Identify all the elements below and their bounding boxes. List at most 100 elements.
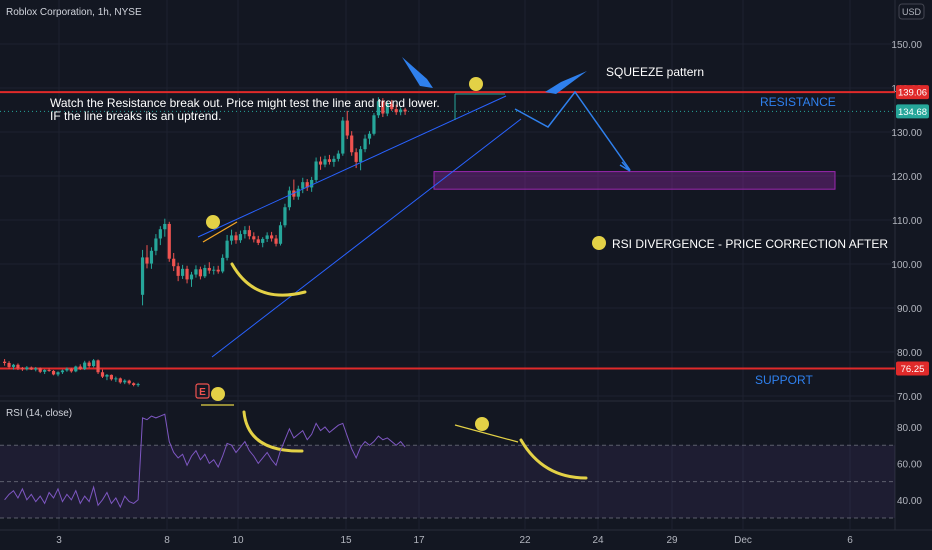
currency-button[interactable]: USD xyxy=(898,3,925,20)
price-tick-label: 110.00 xyxy=(892,216,922,227)
candle xyxy=(390,103,394,110)
support-label: SUPPORT xyxy=(755,373,813,387)
candle xyxy=(158,229,162,239)
candle xyxy=(310,179,314,188)
support-line-price-label: 76.25 xyxy=(901,364,925,375)
candle xyxy=(243,230,247,235)
rsi-divergence-dot-icon xyxy=(592,236,606,250)
marker-circle-icon xyxy=(211,387,225,401)
candle xyxy=(167,223,171,259)
symbol-title: Roblox Corporation, 1h, NYSE xyxy=(6,7,142,18)
target-zone xyxy=(433,171,836,190)
candle xyxy=(327,159,332,162)
price-arc xyxy=(230,262,307,297)
price-tick-label: 130.00 xyxy=(891,128,922,139)
time-tick-label: 29 xyxy=(666,535,678,546)
earnings-marker-label: E xyxy=(199,387,206,398)
candle xyxy=(274,238,278,244)
time-tick-label: 8 xyxy=(164,535,170,546)
candle xyxy=(51,370,56,375)
candle xyxy=(221,257,225,272)
candle xyxy=(207,267,211,271)
time-tick-label: 3 xyxy=(56,535,62,546)
candle xyxy=(301,182,305,189)
candle xyxy=(74,366,78,372)
candle xyxy=(283,207,287,226)
candle xyxy=(332,158,336,162)
candle xyxy=(3,361,7,363)
candle xyxy=(109,374,113,380)
candle xyxy=(29,367,33,370)
rsi-tick-label: 80.00 xyxy=(897,423,922,434)
last-price-price-tag xyxy=(896,104,929,119)
candle xyxy=(92,360,96,367)
candle xyxy=(234,235,238,241)
candle xyxy=(381,101,385,114)
rsi-divergence-label: RSI DIVERGENCE - PRICE CORRECTION AFTER xyxy=(612,237,888,251)
candle xyxy=(336,153,340,159)
note-line-1: Watch the Resistance break out. Price mi… xyxy=(50,96,440,110)
candle xyxy=(87,362,91,367)
candle xyxy=(350,135,354,153)
candle xyxy=(198,269,202,277)
candle xyxy=(25,367,29,370)
candle xyxy=(105,374,109,377)
candle xyxy=(56,372,60,375)
squeeze-label: SQUEEZE pattern xyxy=(606,65,704,79)
candle xyxy=(354,152,358,162)
candle xyxy=(247,230,251,237)
time-tick-label: Dec xyxy=(734,535,752,546)
candle xyxy=(34,368,38,370)
candle xyxy=(11,364,16,367)
marker-circle-icon xyxy=(469,77,483,91)
candle xyxy=(78,366,82,370)
candle xyxy=(176,266,180,276)
time-tick-label: 17 xyxy=(413,535,425,546)
candle xyxy=(7,363,11,367)
price-tick-label: 100.00 xyxy=(891,260,922,271)
candle xyxy=(136,384,140,386)
candle xyxy=(47,370,51,372)
divergence-price-line xyxy=(202,221,238,243)
rsi-tick-label: 60.00 xyxy=(897,459,922,470)
currency-button-frame[interactable] xyxy=(898,3,925,20)
candle xyxy=(296,188,300,197)
arrow-right-icon xyxy=(545,71,587,94)
support-line-price-tag xyxy=(896,361,929,376)
candle xyxy=(132,383,136,385)
channel-lower-line[interactable] xyxy=(211,118,522,358)
resistance-line-price-tag xyxy=(896,85,929,100)
candle xyxy=(194,269,198,275)
rsi-title: RSI (14, close) xyxy=(6,408,72,419)
rsi-arc-left xyxy=(242,410,304,453)
candle xyxy=(318,161,323,165)
candle xyxy=(185,268,189,280)
candle xyxy=(403,109,407,112)
price-tick-label: 120.00 xyxy=(891,172,922,183)
marker-circle-icon xyxy=(206,215,220,229)
price-tick-label: 90.00 xyxy=(897,304,922,315)
candle xyxy=(114,378,118,380)
candle xyxy=(376,101,380,116)
candle xyxy=(287,190,291,208)
candle xyxy=(189,274,194,280)
time-tick-label: 24 xyxy=(592,535,604,546)
candle xyxy=(229,235,234,241)
candle xyxy=(212,269,216,271)
candle xyxy=(172,258,176,267)
time-tick-label: 10 xyxy=(232,535,244,546)
currency-label: USD xyxy=(902,7,922,17)
candle xyxy=(225,240,229,258)
candle xyxy=(367,133,372,139)
price-tick-label: 150.00 xyxy=(891,40,922,51)
time-tick-label: 22 xyxy=(519,535,531,546)
candle xyxy=(38,368,42,372)
candle xyxy=(140,257,145,295)
last-price-price-label: 134.68 xyxy=(898,107,927,118)
projection-path xyxy=(514,90,631,171)
candle xyxy=(16,364,20,369)
candle xyxy=(145,257,149,264)
candle xyxy=(278,225,283,244)
candle xyxy=(256,239,260,243)
